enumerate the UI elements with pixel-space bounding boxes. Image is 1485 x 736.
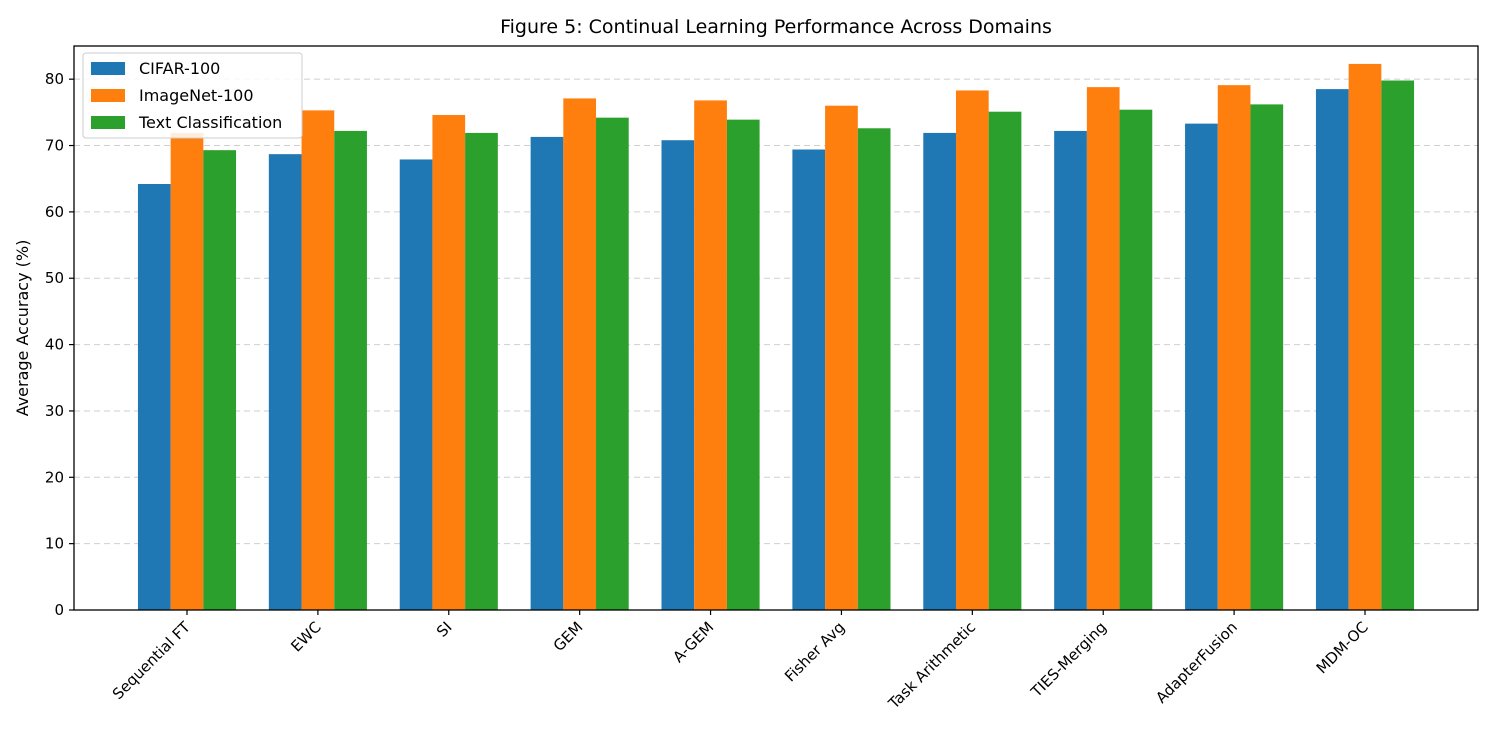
bar-text-classification-ewc xyxy=(334,130,367,610)
legend-swatch xyxy=(91,62,125,75)
bar-imagenet-100-adapterfusion xyxy=(1217,85,1251,610)
bar-text-classification-si xyxy=(465,132,498,610)
x-tick-label: SI xyxy=(433,618,456,641)
bar-imagenet-100-ties-merging xyxy=(1086,87,1120,611)
legend-box xyxy=(82,52,303,139)
bar-text-classification-gem xyxy=(596,117,629,610)
y-tick-label: 50 xyxy=(45,269,64,287)
bar-imagenet-100-sequential-ft xyxy=(170,132,204,610)
bar-imagenet-100-si xyxy=(432,115,466,611)
axes-layer xyxy=(73,45,1479,611)
plot-frame xyxy=(73,45,1479,611)
y-tick-label: 40 xyxy=(45,336,64,354)
y-tick-label: 80 xyxy=(45,70,64,88)
bar-text-classification-task-arithmetic xyxy=(988,111,1022,610)
x-tick-label: TIES-Merging xyxy=(1027,618,1110,701)
legend-swatch xyxy=(91,116,125,129)
legend: CIFAR-100 ImageNet-100 Text Classification xyxy=(82,52,303,139)
x-tick-label: GEM xyxy=(550,618,587,655)
x-tick-label: Fisher Avg xyxy=(781,618,848,685)
x-tick-label: MDM-OC xyxy=(1313,618,1372,677)
y-tick-label: 30 xyxy=(45,402,64,420)
bar-text-classification-adapterfusion xyxy=(1250,104,1284,610)
x-tick-label: Sequential FT xyxy=(109,618,195,704)
bar-cifar-100-ewc xyxy=(268,154,302,611)
chart-title: Figure 5: Continual Learning Performance… xyxy=(500,16,1052,38)
x-tick-label: A-GEM xyxy=(669,618,717,666)
bar-cifar-100-mdm-oc xyxy=(1315,89,1349,611)
bar-cifar-100-ties-merging xyxy=(1054,130,1087,610)
bar-cifar-100-fisher-avg xyxy=(792,149,826,610)
bar-imagenet-100-ewc xyxy=(301,110,335,610)
bar-imagenet-100-gem xyxy=(563,98,597,610)
bar-cifar-100-task-arithmetic xyxy=(923,132,956,610)
y-tick-label: 0 xyxy=(54,601,64,619)
y-tick-label: 60 xyxy=(45,203,64,221)
legend-swatch xyxy=(91,89,125,102)
bar-text-classification-fisher-avg xyxy=(857,128,891,610)
legend-label: Text Classification xyxy=(138,113,282,132)
bars-layer xyxy=(137,63,1415,611)
bar-cifar-100-sequential-ft xyxy=(137,184,171,611)
bar-imagenet-100-fisher-avg xyxy=(825,105,858,610)
bar-imagenet-100-mdm-oc xyxy=(1348,63,1382,611)
bar-imagenet-100-a-gem xyxy=(694,100,727,610)
y-tick-label: 10 xyxy=(45,535,64,553)
bar-imagenet-100-task-arithmetic xyxy=(955,90,989,610)
bar-text-classification-sequential-ft xyxy=(203,150,237,610)
x-tick-label: Task Arithmetic xyxy=(884,618,979,713)
x-tick-label: EWC xyxy=(287,618,324,655)
bar-cifar-100-si xyxy=(399,159,433,610)
bar-text-classification-a-gem xyxy=(726,119,760,610)
bar-text-classification-ties-merging xyxy=(1119,109,1153,610)
bar-cifar-100-a-gem xyxy=(661,140,695,610)
y-tick-label: 20 xyxy=(45,468,64,486)
x-tick-label: AdapterFusion xyxy=(1152,618,1241,707)
bar-text-classification-mdm-oc xyxy=(1381,80,1415,610)
legend-label: CIFAR-100 xyxy=(139,59,220,78)
bar-cifar-100-adapterfusion xyxy=(1185,123,1218,611)
bar-cifar-100-gem xyxy=(530,136,564,610)
y-tick-label: 70 xyxy=(45,137,64,155)
y-axis-label: Average Accuracy (%) xyxy=(13,240,32,417)
legend-label: ImageNet-100 xyxy=(139,86,254,105)
